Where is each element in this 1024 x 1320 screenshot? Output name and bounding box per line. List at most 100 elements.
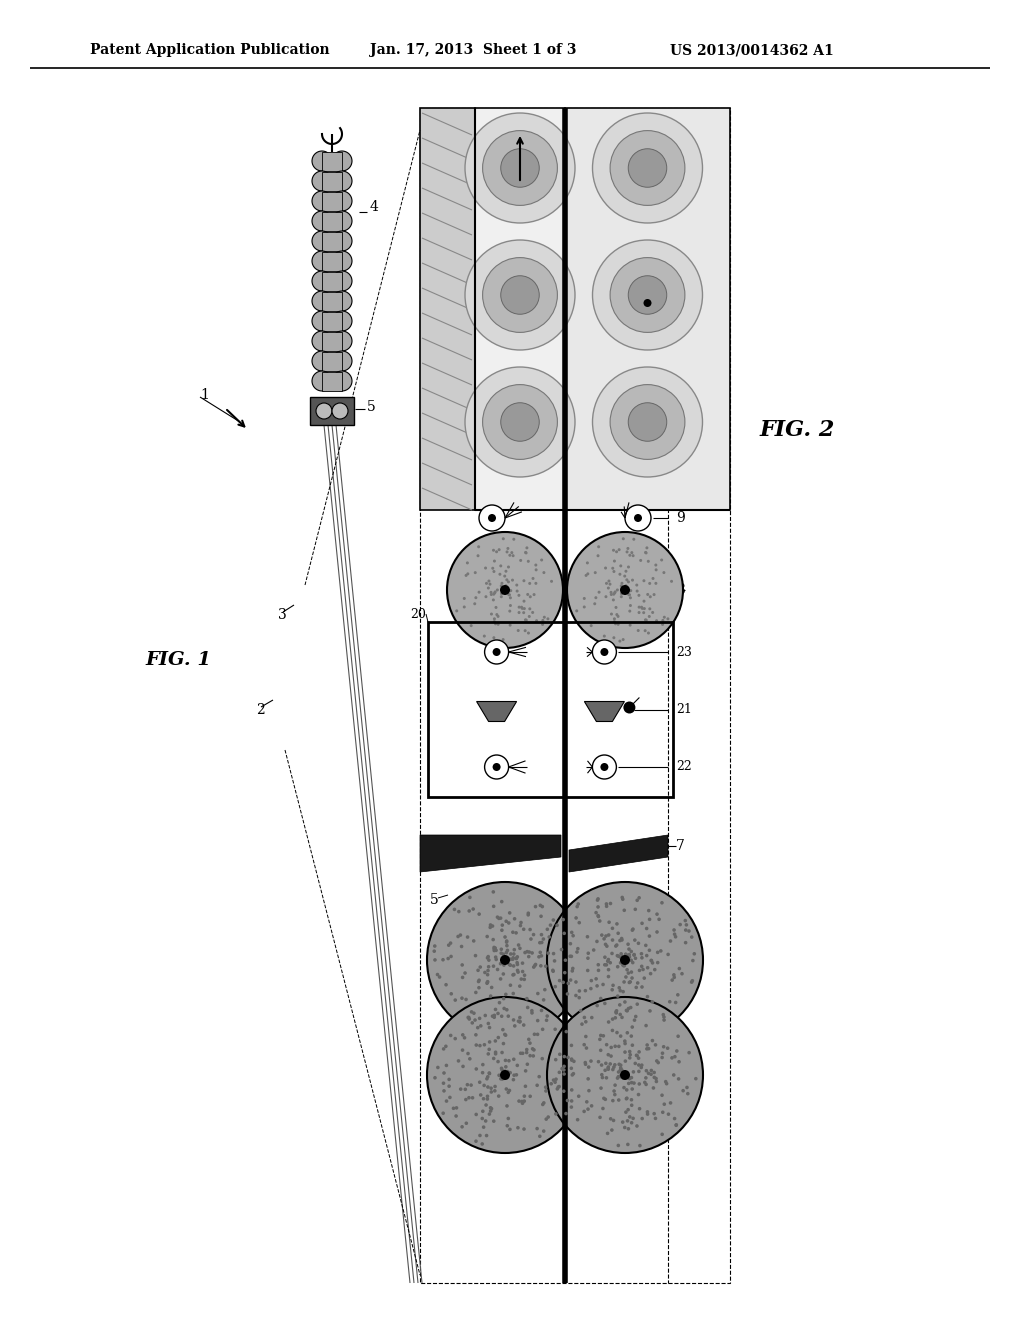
Circle shape: [583, 606, 586, 609]
Circle shape: [593, 367, 702, 477]
Circle shape: [477, 545, 480, 548]
Circle shape: [586, 561, 589, 565]
Text: 3: 3: [676, 296, 685, 310]
Circle shape: [479, 506, 505, 531]
Circle shape: [604, 935, 608, 937]
Circle shape: [643, 300, 651, 308]
Circle shape: [624, 589, 627, 591]
Circle shape: [526, 911, 530, 915]
Circle shape: [630, 958, 633, 962]
Circle shape: [497, 1011, 500, 1015]
Circle shape: [597, 969, 600, 972]
Circle shape: [599, 1034, 602, 1038]
Circle shape: [550, 579, 553, 583]
Circle shape: [332, 312, 352, 331]
Circle shape: [511, 957, 515, 961]
Circle shape: [557, 1085, 561, 1089]
Circle shape: [503, 589, 506, 591]
Circle shape: [621, 939, 624, 941]
Circle shape: [504, 960, 508, 962]
Circle shape: [455, 1106, 459, 1110]
Circle shape: [481, 1110, 484, 1113]
Circle shape: [587, 573, 590, 576]
Circle shape: [444, 1044, 447, 1048]
Circle shape: [623, 1039, 627, 1043]
Circle shape: [501, 1077, 504, 1081]
Circle shape: [522, 579, 525, 582]
Circle shape: [484, 1119, 487, 1123]
Bar: [322, 252, 342, 271]
Circle shape: [598, 919, 601, 923]
Circle shape: [488, 513, 496, 521]
Circle shape: [640, 606, 643, 609]
Circle shape: [532, 1048, 536, 1052]
Circle shape: [563, 972, 566, 974]
Circle shape: [620, 593, 623, 595]
Circle shape: [493, 763, 501, 771]
Circle shape: [662, 1012, 666, 1016]
Circle shape: [585, 1100, 589, 1104]
Circle shape: [587, 952, 590, 956]
Circle shape: [487, 1113, 492, 1115]
Circle shape: [637, 1056, 640, 1060]
Circle shape: [552, 952, 555, 956]
Circle shape: [501, 1074, 504, 1078]
Circle shape: [522, 928, 525, 931]
Circle shape: [612, 593, 615, 595]
Circle shape: [613, 1016, 617, 1019]
Circle shape: [477, 590, 480, 594]
Circle shape: [522, 1100, 526, 1104]
Circle shape: [681, 1089, 685, 1093]
Circle shape: [638, 1082, 641, 1086]
Circle shape: [615, 612, 618, 616]
Circle shape: [638, 969, 641, 972]
Bar: [322, 292, 342, 312]
Circle shape: [505, 944, 509, 948]
Circle shape: [500, 900, 504, 903]
Circle shape: [621, 1015, 624, 1019]
Circle shape: [504, 1059, 507, 1063]
Circle shape: [610, 384, 685, 459]
Circle shape: [592, 948, 596, 952]
Circle shape: [504, 958, 508, 962]
Circle shape: [644, 1024, 648, 1027]
Circle shape: [606, 958, 610, 961]
Circle shape: [636, 590, 639, 593]
Circle shape: [474, 572, 477, 574]
Circle shape: [516, 1126, 520, 1130]
Circle shape: [500, 1067, 504, 1071]
Circle shape: [466, 573, 469, 576]
Circle shape: [507, 593, 510, 597]
Circle shape: [527, 615, 530, 618]
Circle shape: [629, 554, 632, 557]
Circle shape: [578, 921, 581, 924]
Circle shape: [494, 591, 497, 594]
Circle shape: [624, 1041, 627, 1045]
Circle shape: [615, 923, 618, 925]
Circle shape: [623, 589, 626, 591]
Circle shape: [558, 1052, 561, 1056]
Circle shape: [583, 1043, 586, 1047]
Circle shape: [694, 1077, 697, 1081]
Bar: [420, 108, 730, 1283]
Circle shape: [485, 582, 488, 585]
Circle shape: [517, 606, 520, 609]
Circle shape: [446, 957, 450, 961]
Circle shape: [608, 1063, 612, 1065]
Circle shape: [606, 1131, 609, 1135]
Circle shape: [640, 921, 644, 925]
Circle shape: [511, 991, 515, 995]
Circle shape: [495, 957, 498, 961]
Circle shape: [500, 595, 503, 598]
Circle shape: [610, 939, 614, 942]
Circle shape: [590, 1016, 594, 1019]
Circle shape: [663, 1102, 666, 1106]
Circle shape: [629, 610, 631, 612]
Circle shape: [653, 1043, 657, 1047]
Circle shape: [554, 1057, 557, 1061]
Circle shape: [652, 1076, 656, 1080]
Bar: [322, 172, 342, 191]
Circle shape: [531, 965, 536, 969]
Circle shape: [632, 953, 636, 957]
Circle shape: [607, 1020, 610, 1024]
